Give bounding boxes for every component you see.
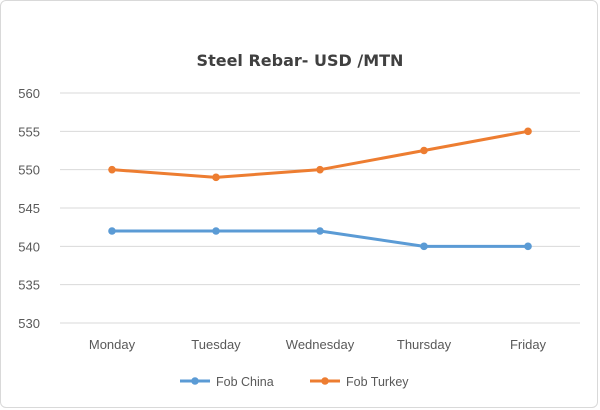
series-group	[108, 127, 532, 251]
y-axis-tick-labels: 560 555 550 545 540 535 530	[18, 86, 40, 331]
gridlines	[60, 92, 580, 324]
y-tick-label: 535	[18, 278, 40, 293]
legend-swatch-marker	[191, 377, 199, 385]
data-point-fob-china	[212, 227, 220, 235]
x-tick-label: Tuesday	[191, 337, 241, 352]
x-tick-label: Wednesday	[286, 337, 355, 352]
chart-title: Steel Rebar- USD /MTN	[197, 51, 404, 70]
x-tick-label: Monday	[89, 337, 136, 352]
data-point-fob-turkey	[108, 165, 116, 174]
y-tick-label: 545	[18, 201, 40, 216]
legend-label: Fob Turkey	[346, 375, 409, 389]
legend-item-fob-china: Fob China	[180, 375, 274, 389]
data-point-fob-china	[108, 227, 116, 235]
data-point-fob-turkey	[212, 173, 220, 182]
legend-swatch-marker	[321, 377, 329, 385]
data-point-fob-china	[524, 242, 532, 251]
data-point-fob-turkey	[316, 165, 324, 174]
x-axis-tick-labels: Monday Tuesday Wednesday Thursday Friday	[89, 337, 547, 352]
series-fob-china	[108, 227, 532, 251]
data-point-fob-china	[420, 242, 428, 251]
x-tick-label: Thursday	[397, 337, 452, 352]
data-point-fob-turkey	[524, 127, 532, 136]
y-tick-label: 560	[18, 86, 40, 101]
y-tick-label: 555	[18, 124, 40, 139]
y-tick-label: 540	[18, 239, 40, 254]
y-tick-label: 530	[18, 316, 40, 331]
series-fob-turkey	[108, 127, 532, 182]
data-point-fob-china	[316, 227, 324, 235]
legend: Fob China Fob Turkey	[180, 375, 409, 389]
legend-item-fob-turkey: Fob Turkey	[310, 375, 409, 389]
data-point-fob-turkey	[420, 146, 428, 155]
legend-label: Fob China	[216, 375, 274, 389]
x-tick-label: Friday	[510, 337, 547, 352]
y-tick-label: 550	[18, 163, 40, 178]
